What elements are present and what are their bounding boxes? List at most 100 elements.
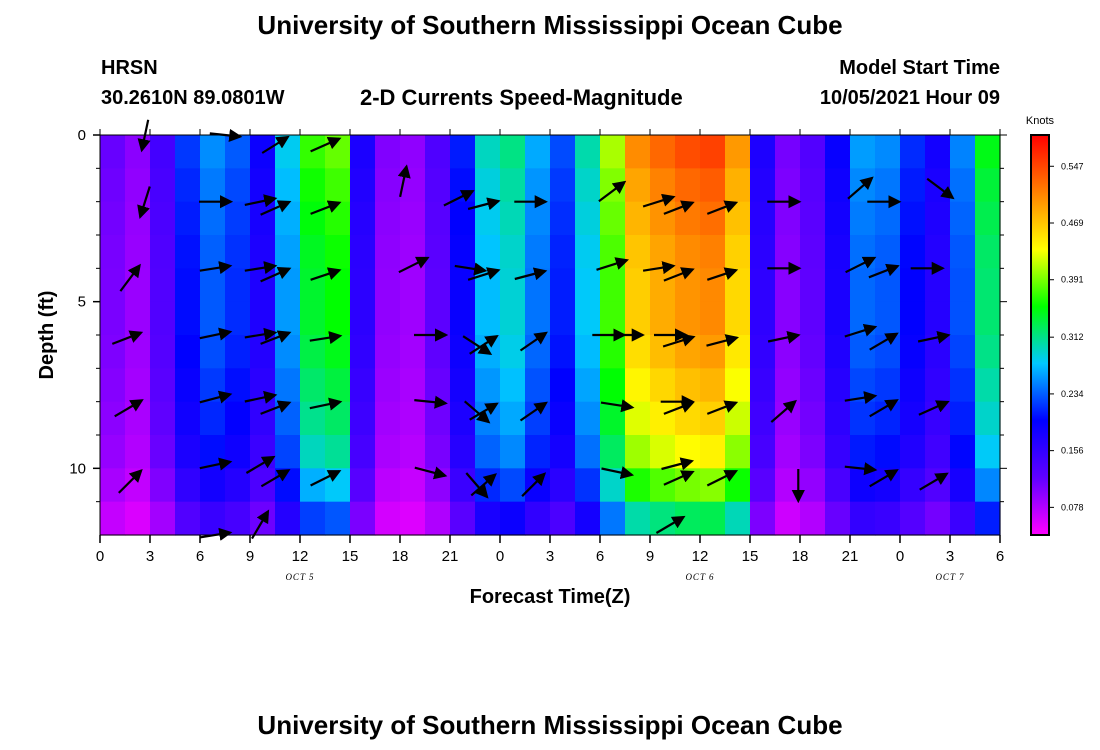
heatmap-cell: [975, 368, 1001, 403]
heatmap-cell: [700, 168, 726, 203]
heatmap-cell: [875, 135, 901, 169]
heatmap-cell: [825, 135, 851, 169]
heatmap-cell: [950, 401, 976, 436]
heatmap-cell: [825, 501, 851, 536]
current-arrow: [521, 472, 547, 497]
heatmap-cell: [575, 435, 601, 469]
heatmap-cell: [375, 335, 401, 369]
current-arrow: [663, 200, 695, 215]
current-arrow: [244, 261, 278, 275]
heatmap-cell: [175, 468, 201, 503]
heatmap-cell: [625, 135, 651, 169]
heatmap-cell: [175, 335, 201, 369]
heatmap-cell: [225, 501, 251, 536]
heatmap-cell: [175, 401, 201, 436]
heatmap-cell: [475, 468, 501, 503]
model-start-value: 10/05/2021 Hour 09: [819, 87, 1000, 109]
heatmap-cell: [400, 435, 426, 469]
heatmap-cell: [625, 235, 651, 269]
heatmap-cell: [850, 335, 876, 369]
heatmap-cell: [750, 468, 776, 503]
heatmap-cell: [625, 201, 651, 236]
heatmap-cell: [325, 335, 351, 369]
current-arrow: [114, 399, 144, 418]
station-name: HRSN: [101, 57, 158, 79]
heatmap-cell: [900, 135, 926, 169]
heatmap-cell: [450, 201, 476, 236]
heatmap-cell: [150, 468, 176, 503]
station-coords: 30.2610N 89.0801W: [101, 87, 285, 109]
heatmap-cell: [700, 235, 726, 269]
current-arrow: [245, 455, 276, 474]
heatmap-cell: [800, 468, 826, 503]
heatmap-cell: [300, 201, 326, 236]
heatmap-cell: [750, 201, 776, 236]
heatmap-cell: [925, 501, 951, 536]
heatmap-cell: [800, 368, 826, 403]
heatmap-cell: [100, 368, 126, 403]
heatmap-cell: [550, 368, 576, 403]
heatmap-cell: [825, 401, 851, 436]
heatmap-cell: [575, 468, 601, 503]
heatmap-cell: [175, 235, 201, 269]
heatmap-cell: [375, 401, 401, 436]
heatmap-cell: [125, 268, 151, 303]
heatmap-cell: [500, 235, 526, 269]
heatmap-cell: [650, 268, 676, 303]
x-tick-label: 18: [792, 548, 809, 565]
heatmap-cell: [375, 501, 401, 536]
heatmap-cell: [950, 368, 976, 403]
heatmap-cells: [100, 135, 1001, 536]
heatmap-cell: [575, 301, 601, 336]
current-arrow: [869, 399, 899, 418]
heatmap-cell: [550, 268, 576, 303]
heatmap-cell: [350, 168, 376, 203]
heatmap-cell: [625, 501, 651, 536]
heatmap-cell: [525, 501, 551, 536]
heatmap-cell: [550, 168, 576, 203]
heatmap-cell: [375, 135, 401, 169]
current-arrow: [919, 472, 949, 491]
heatmap-cell: [800, 401, 826, 436]
heatmap-cell: [900, 468, 926, 503]
heatmap-cell: [225, 301, 251, 336]
heatmap-cell: [575, 235, 601, 269]
heatmap-cell: [175, 135, 201, 169]
heatmap-cell: [450, 135, 476, 169]
heatmap-cell: [925, 368, 951, 403]
heatmap-cell: [225, 268, 251, 303]
heatmap-cell: [600, 368, 626, 403]
colorbar-tick-label: 0.156: [1061, 446, 1084, 456]
current-arrow: [917, 330, 951, 344]
heatmap-cell: [850, 201, 876, 236]
date-label: OCT 5: [285, 572, 314, 582]
colorbar-tick-label: 0.312: [1061, 332, 1084, 342]
current-arrow: [847, 176, 874, 200]
heatmap-cell: [100, 135, 126, 169]
heatmap-cell: [650, 135, 676, 169]
heatmap-cell: [200, 468, 226, 503]
heatmap-cell: [400, 501, 426, 536]
heatmap-cell: [425, 235, 451, 269]
heatmap-cell: [950, 435, 976, 469]
heatmap-cell: [500, 135, 526, 169]
current-arrow: [199, 390, 233, 404]
current-arrow: [770, 399, 797, 423]
heatmap-cell: [450, 235, 476, 269]
heatmap-cell: [425, 268, 451, 303]
heatmap-cell: [475, 501, 501, 536]
heatmap-cell: [875, 435, 901, 469]
current-arrow: [514, 267, 548, 281]
heatmap-cell: [300, 501, 326, 536]
heatmap-cell: [125, 301, 151, 336]
y-tick-label: 0: [78, 127, 86, 144]
heatmap-cell: [425, 335, 451, 369]
heatmap-cell: [650, 235, 676, 269]
current-arrow: [118, 468, 143, 494]
heatmap-cell: [100, 401, 126, 436]
heatmap-cell: [300, 168, 326, 203]
heatmap-cell: [825, 335, 851, 369]
heatmap-cell: [425, 135, 451, 169]
heatmap-cell: [225, 368, 251, 403]
heatmap-cell: [800, 435, 826, 469]
